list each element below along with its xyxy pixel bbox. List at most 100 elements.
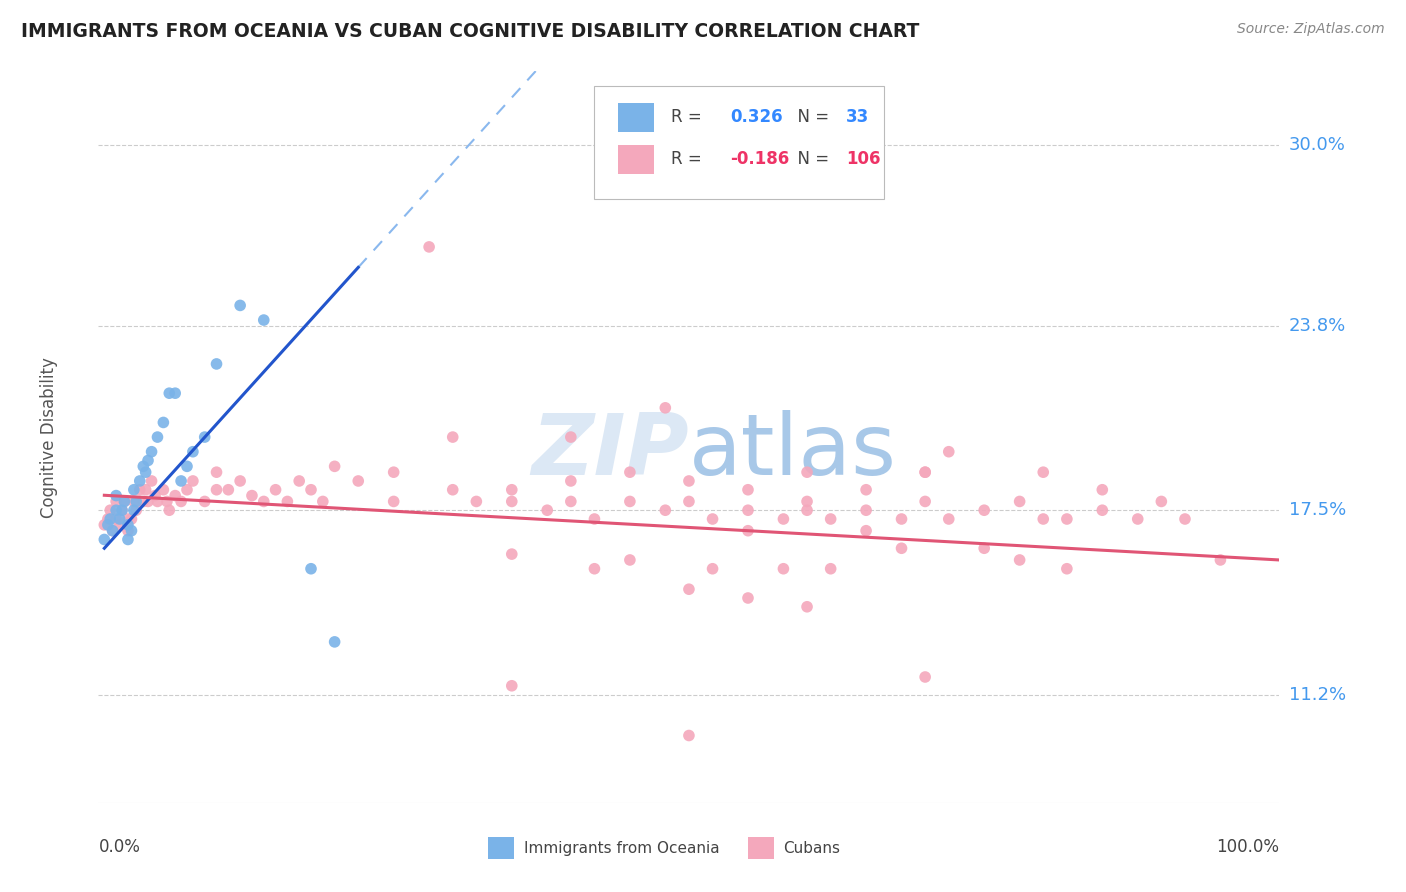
FancyBboxPatch shape <box>595 86 884 200</box>
Text: -0.186: -0.186 <box>730 150 790 168</box>
Bar <box>488 838 515 859</box>
Point <box>122 483 145 497</box>
Point <box>156 494 179 508</box>
Point <box>796 599 818 614</box>
Point <box>176 483 198 497</box>
Point <box>146 494 169 508</box>
Point <box>240 489 263 503</box>
Point <box>170 474 193 488</box>
Point <box>132 459 155 474</box>
Bar <box>619 145 654 174</box>
Point <box>165 489 187 503</box>
Point <box>890 541 912 556</box>
Point <box>1150 494 1173 508</box>
Point <box>536 503 558 517</box>
Point <box>772 562 794 576</box>
Point <box>1091 503 1114 517</box>
Point <box>105 489 128 503</box>
Text: R =: R = <box>671 109 707 127</box>
Point <box>98 512 121 526</box>
Point <box>299 483 322 497</box>
Point <box>97 517 120 532</box>
Point <box>1091 483 1114 497</box>
Point <box>560 494 582 508</box>
Point <box>890 512 912 526</box>
Text: Cubans: Cubans <box>783 840 841 855</box>
Point <box>501 679 523 693</box>
Point <box>560 474 582 488</box>
Text: 106: 106 <box>846 150 880 168</box>
Point <box>678 729 700 743</box>
Point <box>583 562 606 576</box>
Point <box>105 494 128 508</box>
Text: N =: N = <box>787 150 834 168</box>
Point <box>737 591 759 605</box>
Point <box>702 562 724 576</box>
Point <box>619 553 641 567</box>
Text: 33: 33 <box>846 109 869 127</box>
Point <box>122 494 145 508</box>
Point <box>914 465 936 479</box>
Text: 30.0%: 30.0% <box>1289 136 1346 153</box>
Point <box>194 430 217 444</box>
Point <box>157 503 180 517</box>
Point <box>678 474 700 488</box>
Point <box>1008 553 1031 567</box>
Point <box>465 494 488 508</box>
Point <box>121 512 143 526</box>
Text: Cognitive Disability: Cognitive Disability <box>39 357 58 517</box>
Point <box>678 582 700 597</box>
Text: 11.2%: 11.2% <box>1289 686 1346 704</box>
Text: IMMIGRANTS FROM OCEANIA VS CUBAN COGNITIVE DISABILITY CORRELATION CHART: IMMIGRANTS FROM OCEANIA VS CUBAN COGNITI… <box>21 22 920 41</box>
Point <box>973 503 995 517</box>
Point <box>101 524 124 538</box>
Text: R =: R = <box>671 150 707 168</box>
Point <box>619 465 641 479</box>
Point <box>1174 512 1197 526</box>
Point <box>253 313 276 327</box>
Point <box>105 503 128 517</box>
Point <box>217 483 239 497</box>
Text: N =: N = <box>787 109 834 127</box>
Point <box>97 512 120 526</box>
Point <box>165 386 187 401</box>
Point <box>132 494 155 508</box>
Point <box>288 474 311 488</box>
Point <box>938 512 960 526</box>
Point <box>98 503 121 517</box>
Text: 23.8%: 23.8% <box>1289 317 1346 334</box>
Point <box>112 494 135 508</box>
Point <box>737 503 759 517</box>
Point <box>855 524 877 538</box>
Point <box>973 541 995 556</box>
Point <box>796 494 818 508</box>
Point <box>323 459 346 474</box>
Text: 0.0%: 0.0% <box>98 838 141 856</box>
Point <box>914 465 936 479</box>
Point <box>205 465 228 479</box>
Point <box>382 494 405 508</box>
Point <box>772 512 794 526</box>
Point <box>678 494 700 508</box>
Text: ZIP: ZIP <box>531 410 689 493</box>
Point <box>560 430 582 444</box>
Point <box>1126 512 1149 526</box>
Point <box>1056 512 1078 526</box>
Point <box>1008 494 1031 508</box>
Point <box>205 357 228 371</box>
Point <box>229 474 252 488</box>
Point <box>136 453 159 467</box>
Point <box>796 465 818 479</box>
Point <box>135 465 157 479</box>
Point <box>583 512 606 526</box>
Point <box>117 533 139 547</box>
Point <box>312 494 335 508</box>
Point <box>122 503 145 517</box>
Point <box>796 503 818 517</box>
Point <box>176 459 198 474</box>
Point <box>146 430 169 444</box>
Point <box>112 494 135 508</box>
Point <box>654 401 676 415</box>
Point <box>737 483 759 497</box>
Point <box>111 503 134 517</box>
